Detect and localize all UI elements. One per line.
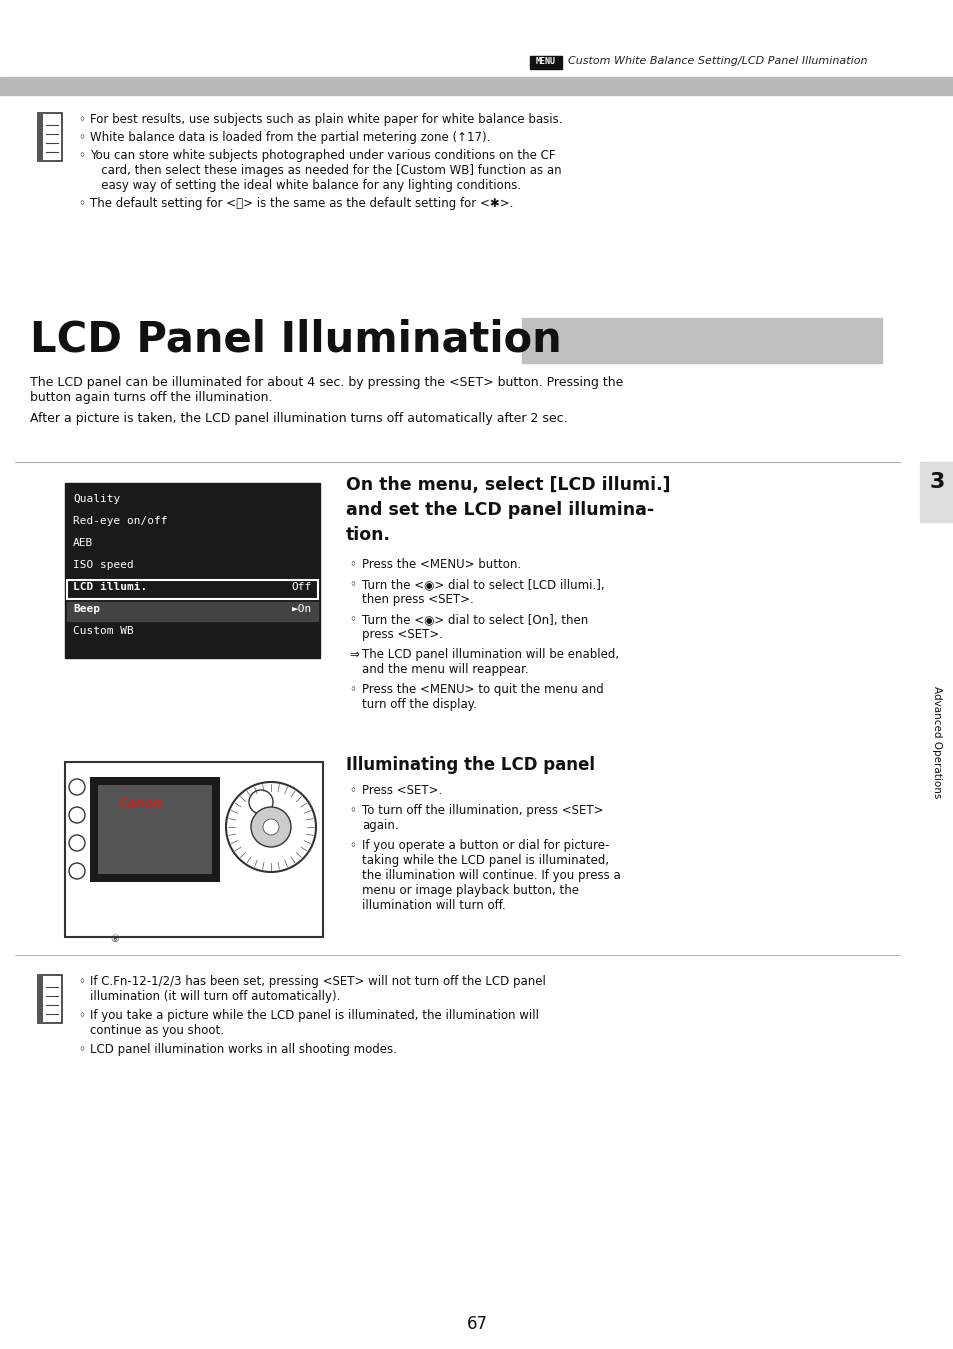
- Text: Turn the <◉> dial to select [LCD illumi.],
then press <SET>.: Turn the <◉> dial to select [LCD illumi.…: [361, 577, 604, 606]
- Text: LCD panel illumination works in all shooting modes.: LCD panel illumination works in all shoo…: [90, 1043, 396, 1056]
- Bar: [90, 777, 220, 882]
- Text: ◦: ◦: [78, 113, 85, 125]
- Circle shape: [251, 807, 291, 847]
- Bar: [919, 461, 953, 522]
- Text: MENU: MENU: [536, 58, 556, 66]
- Text: If you operate a button or dial for picture-
taking while the LCD panel is illum: If you operate a button or dial for pict…: [361, 839, 620, 912]
- Text: 67: 67: [466, 1315, 487, 1333]
- Text: ◦: ◦: [349, 612, 355, 626]
- Circle shape: [249, 791, 273, 813]
- Text: ISO speed: ISO speed: [73, 560, 133, 571]
- Text: Custom WB: Custom WB: [73, 626, 133, 635]
- Text: Illuminating the LCD panel: Illuminating the LCD panel: [346, 755, 595, 774]
- Text: LCD Panel Illumination: LCD Panel Illumination: [30, 318, 561, 360]
- Text: ◦: ◦: [349, 683, 355, 696]
- Text: Off: Off: [292, 581, 312, 592]
- Text: Press the <MENU> to quit the menu and
turn off the display.: Press the <MENU> to quit the menu and tu…: [361, 683, 603, 711]
- Text: Press <SET>.: Press <SET>.: [361, 784, 442, 797]
- Text: ◦: ◦: [78, 1043, 85, 1056]
- Bar: [38, 113, 43, 161]
- Text: The default setting for <⬜> is the same as the default setting for <✱>.: The default setting for <⬜> is the same …: [90, 197, 513, 210]
- Circle shape: [226, 782, 315, 871]
- Text: ⇒: ⇒: [349, 648, 358, 661]
- Text: ►On: ►On: [292, 604, 312, 614]
- Text: Quality: Quality: [73, 494, 120, 505]
- Bar: [67, 602, 317, 621]
- Text: Canon: Canon: [118, 797, 162, 809]
- Circle shape: [69, 778, 85, 795]
- Text: ◦: ◦: [349, 558, 355, 571]
- Text: You can store white subjects photographed under various conditions on the CF
   : You can store white subjects photographe…: [90, 148, 561, 192]
- Bar: [65, 483, 319, 658]
- Text: ◦: ◦: [78, 148, 85, 162]
- Text: ⑧: ⑧: [111, 934, 119, 944]
- Circle shape: [69, 835, 85, 851]
- Text: Advanced Operations: Advanced Operations: [931, 685, 941, 799]
- Bar: [0, 77, 953, 94]
- Text: The LCD panel can be illuminated for about 4 sec. by pressing the <SET> button. : The LCD panel can be illuminated for abo…: [30, 376, 622, 403]
- Bar: [521, 318, 882, 363]
- Text: ◦: ◦: [349, 804, 355, 817]
- Bar: [38, 975, 62, 1023]
- Text: If you take a picture while the LCD panel is illuminated, the illumination will
: If you take a picture while the LCD pane…: [90, 1009, 538, 1037]
- Text: ◦: ◦: [78, 131, 85, 144]
- Text: ◦: ◦: [78, 197, 85, 210]
- Circle shape: [69, 807, 85, 823]
- Bar: [38, 113, 62, 161]
- Text: Red-eye on/off: Red-eye on/off: [73, 517, 168, 526]
- Text: The LCD panel illumination will be enabled,
and the menu will reappear.: The LCD panel illumination will be enabl…: [361, 648, 618, 676]
- Text: Custom White Balance Setting/LCD Panel Illumination: Custom White Balance Setting/LCD Panel I…: [567, 57, 866, 66]
- Circle shape: [263, 819, 278, 835]
- Circle shape: [69, 863, 85, 880]
- Text: For best results, use subjects such as plain white paper for white balance basis: For best results, use subjects such as p…: [90, 113, 562, 125]
- Text: Press the <MENU> button.: Press the <MENU> button.: [361, 558, 520, 571]
- Bar: [65, 762, 323, 938]
- Text: Turn the <◉> dial to select [On], then
press <SET>.: Turn the <◉> dial to select [On], then p…: [361, 612, 588, 641]
- Bar: [38, 975, 43, 1023]
- Text: ◦: ◦: [78, 1009, 85, 1023]
- Bar: [98, 785, 212, 874]
- Text: White balance data is loaded from the partial metering zone (↑17).: White balance data is loaded from the pa…: [90, 131, 490, 144]
- Text: 3: 3: [928, 472, 943, 492]
- Text: ◦: ◦: [78, 975, 85, 987]
- Bar: [67, 580, 317, 599]
- Text: Beep: Beep: [73, 604, 100, 614]
- Bar: [530, 57, 561, 69]
- Text: AEB: AEB: [73, 538, 93, 548]
- Text: ◦: ◦: [349, 784, 355, 797]
- Text: ◦: ◦: [349, 577, 355, 591]
- Text: ◦: ◦: [349, 839, 355, 853]
- Text: If C.Fn-12-1/2/3 has been set, pressing <SET> will not turn off the LCD panel
il: If C.Fn-12-1/2/3 has been set, pressing …: [90, 975, 545, 1004]
- Text: On the menu, select [LCD illumi.]
and set the LCD panel illumina-
tion.: On the menu, select [LCD illumi.] and se…: [346, 476, 670, 544]
- Text: After a picture is taken, the LCD panel illumination turns off automatically aft: After a picture is taken, the LCD panel …: [30, 411, 567, 425]
- Text: LCD illumi.: LCD illumi.: [73, 581, 147, 592]
- Text: To turn off the illumination, press <SET>
again.: To turn off the illumination, press <SET…: [361, 804, 603, 832]
